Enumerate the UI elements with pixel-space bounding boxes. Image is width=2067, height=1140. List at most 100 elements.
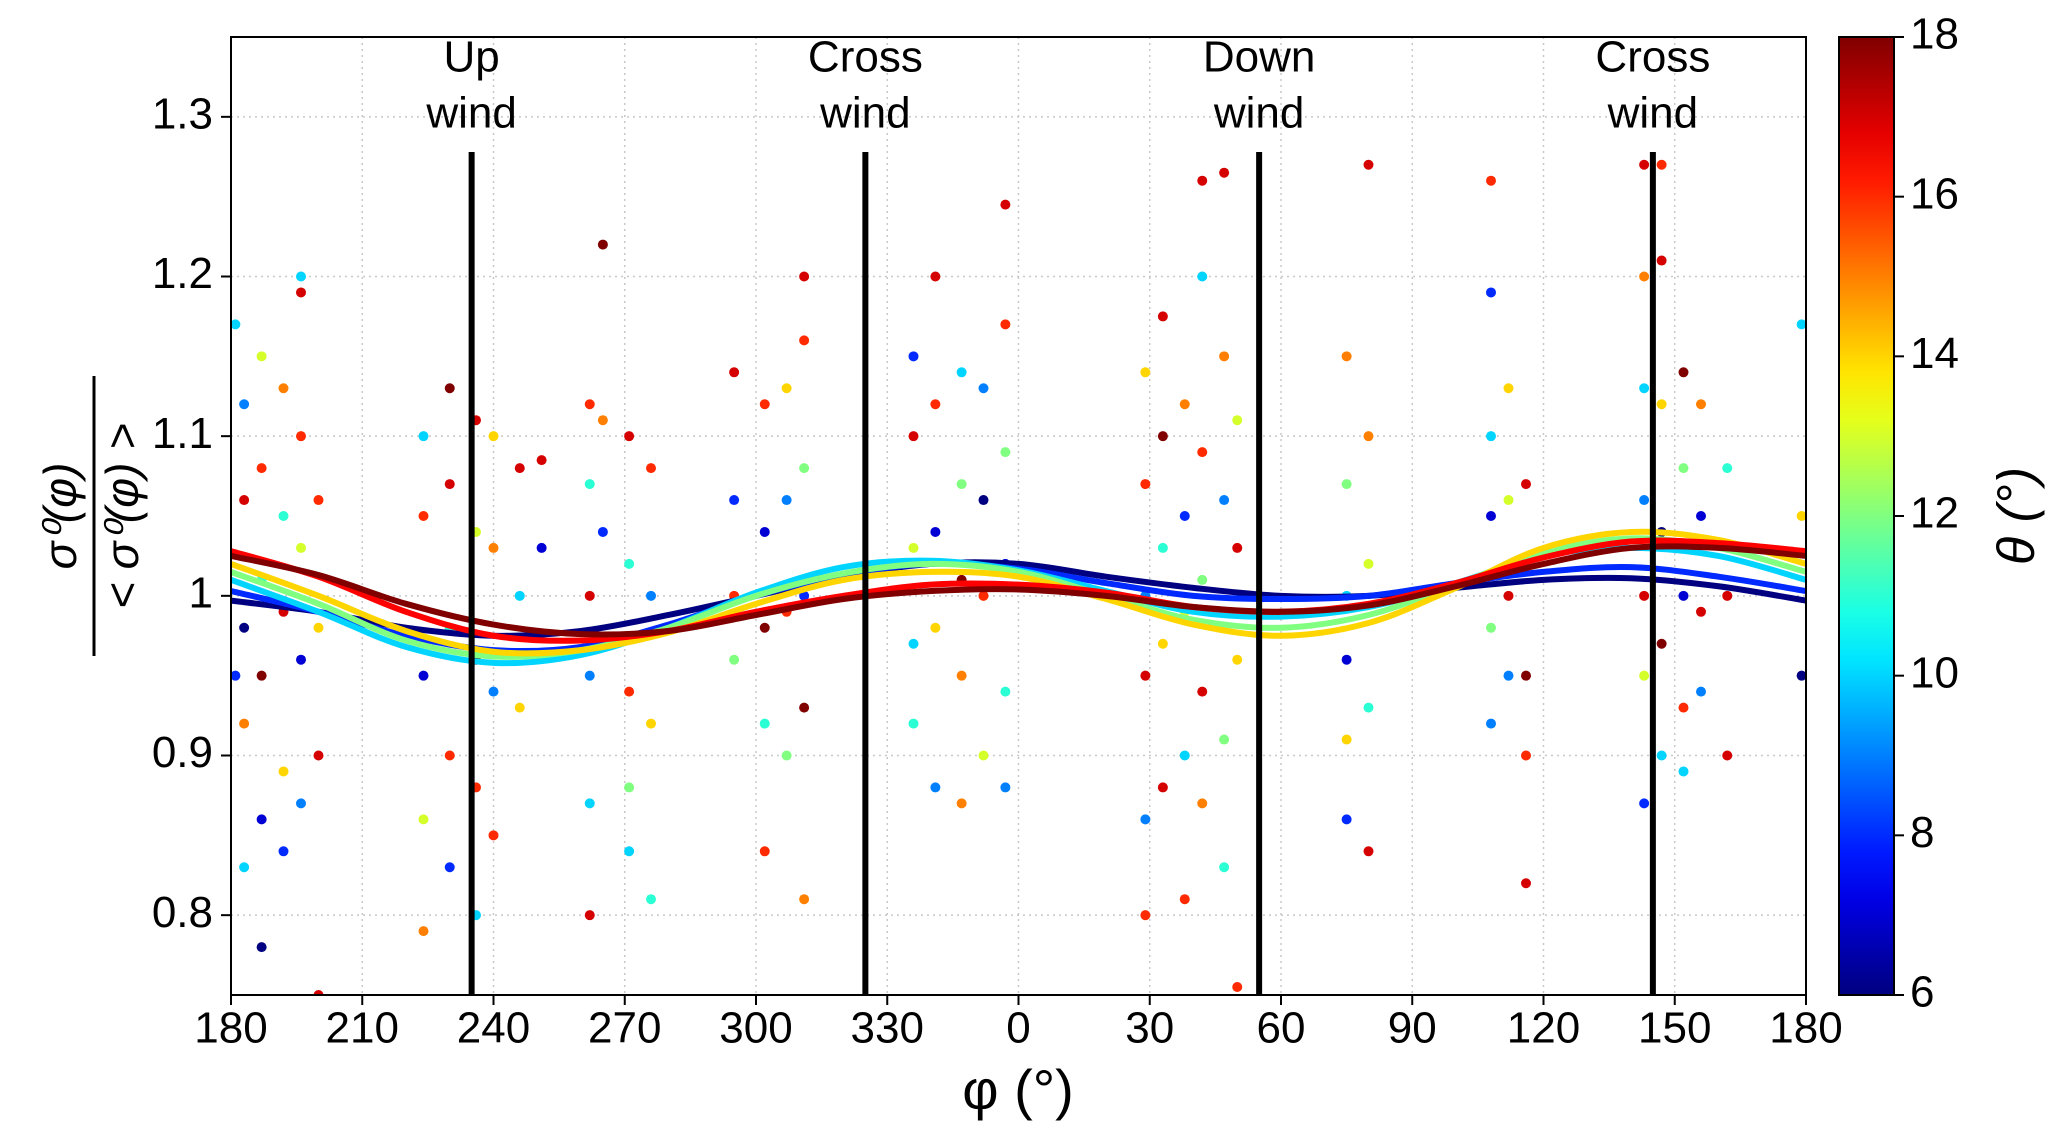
annotation-text: wind [425,89,517,138]
point [956,670,967,681]
point [956,798,967,809]
point [729,495,740,506]
point [646,718,656,729]
annotation-text: Down [1203,33,1316,82]
y-tick-label: 1.2 [152,249,213,298]
point [930,622,941,633]
point [978,590,989,601]
point [313,750,324,761]
point [1722,590,1733,601]
point [1796,319,1806,330]
point [1219,734,1230,745]
point [1639,383,1650,394]
point [1179,750,1190,761]
point [1486,511,1496,521]
point [1232,415,1243,426]
point [1503,495,1514,506]
point [1722,750,1733,761]
x-tick-label: 210 [326,1004,399,1053]
point [256,670,267,681]
point [1678,367,1689,378]
point [278,846,289,857]
point [1341,654,1352,665]
point [418,511,429,521]
point [296,654,306,665]
colorbar-tick-label: 8 [1910,808,1934,857]
point [1232,982,1243,993]
point [1503,590,1514,601]
point [908,542,919,553]
point [1639,590,1650,601]
point [1363,431,1374,442]
point [1521,750,1531,761]
point [1486,622,1496,633]
point [418,926,429,937]
point [444,750,455,761]
point [759,846,770,857]
point [488,542,499,553]
annotation-text: wind [1213,89,1305,138]
point [1696,606,1706,617]
point [256,942,267,953]
point [1232,654,1243,665]
point [231,670,241,681]
y-tick-label: 1 [189,568,213,617]
point [584,399,595,410]
point [296,271,306,282]
point [1157,431,1168,442]
point [1157,638,1168,649]
point [1796,670,1806,681]
point [1197,447,1208,458]
y-tick-label: 0.9 [152,728,213,777]
point [1678,766,1689,777]
point [584,479,595,490]
point [1796,511,1806,521]
point [1341,479,1352,490]
point [1140,910,1151,921]
point [1000,199,1011,210]
point [908,638,919,649]
x-tick-label: 240 [457,1004,530,1053]
point [1363,702,1374,713]
point [1140,367,1151,378]
plot-frame [230,36,1807,996]
point [597,526,608,537]
point [1140,479,1151,490]
point [781,750,792,761]
colorbar-tick-label: 6 [1910,968,1934,1017]
point [1157,311,1168,322]
point [1341,351,1352,362]
point [956,367,967,378]
y-tick-label: 1.1 [152,409,213,458]
point [584,590,595,601]
point [930,782,941,793]
y-axis-label: σ⁰(φ) < σ⁰(φ) > [34,376,148,656]
point [514,463,525,474]
point [1179,511,1190,521]
point [597,415,608,426]
colorbar-tick-label: 12 [1910,489,1959,538]
point [444,383,455,394]
point [799,590,810,601]
point [1486,718,1496,729]
point [584,670,595,681]
point [536,542,547,553]
point [239,495,250,506]
point [1722,463,1733,474]
point [597,239,608,250]
point [488,686,499,697]
point [1197,574,1208,585]
point [536,455,547,466]
point [239,862,250,873]
annotation-text: Cross [808,33,923,82]
point [799,271,810,282]
point [956,479,967,490]
point [1197,271,1208,282]
point [729,654,740,665]
point [1639,670,1650,681]
point [799,463,810,474]
fit-curve [231,535,1806,660]
x-tick-label: 330 [851,1004,924,1053]
point [1197,686,1208,697]
